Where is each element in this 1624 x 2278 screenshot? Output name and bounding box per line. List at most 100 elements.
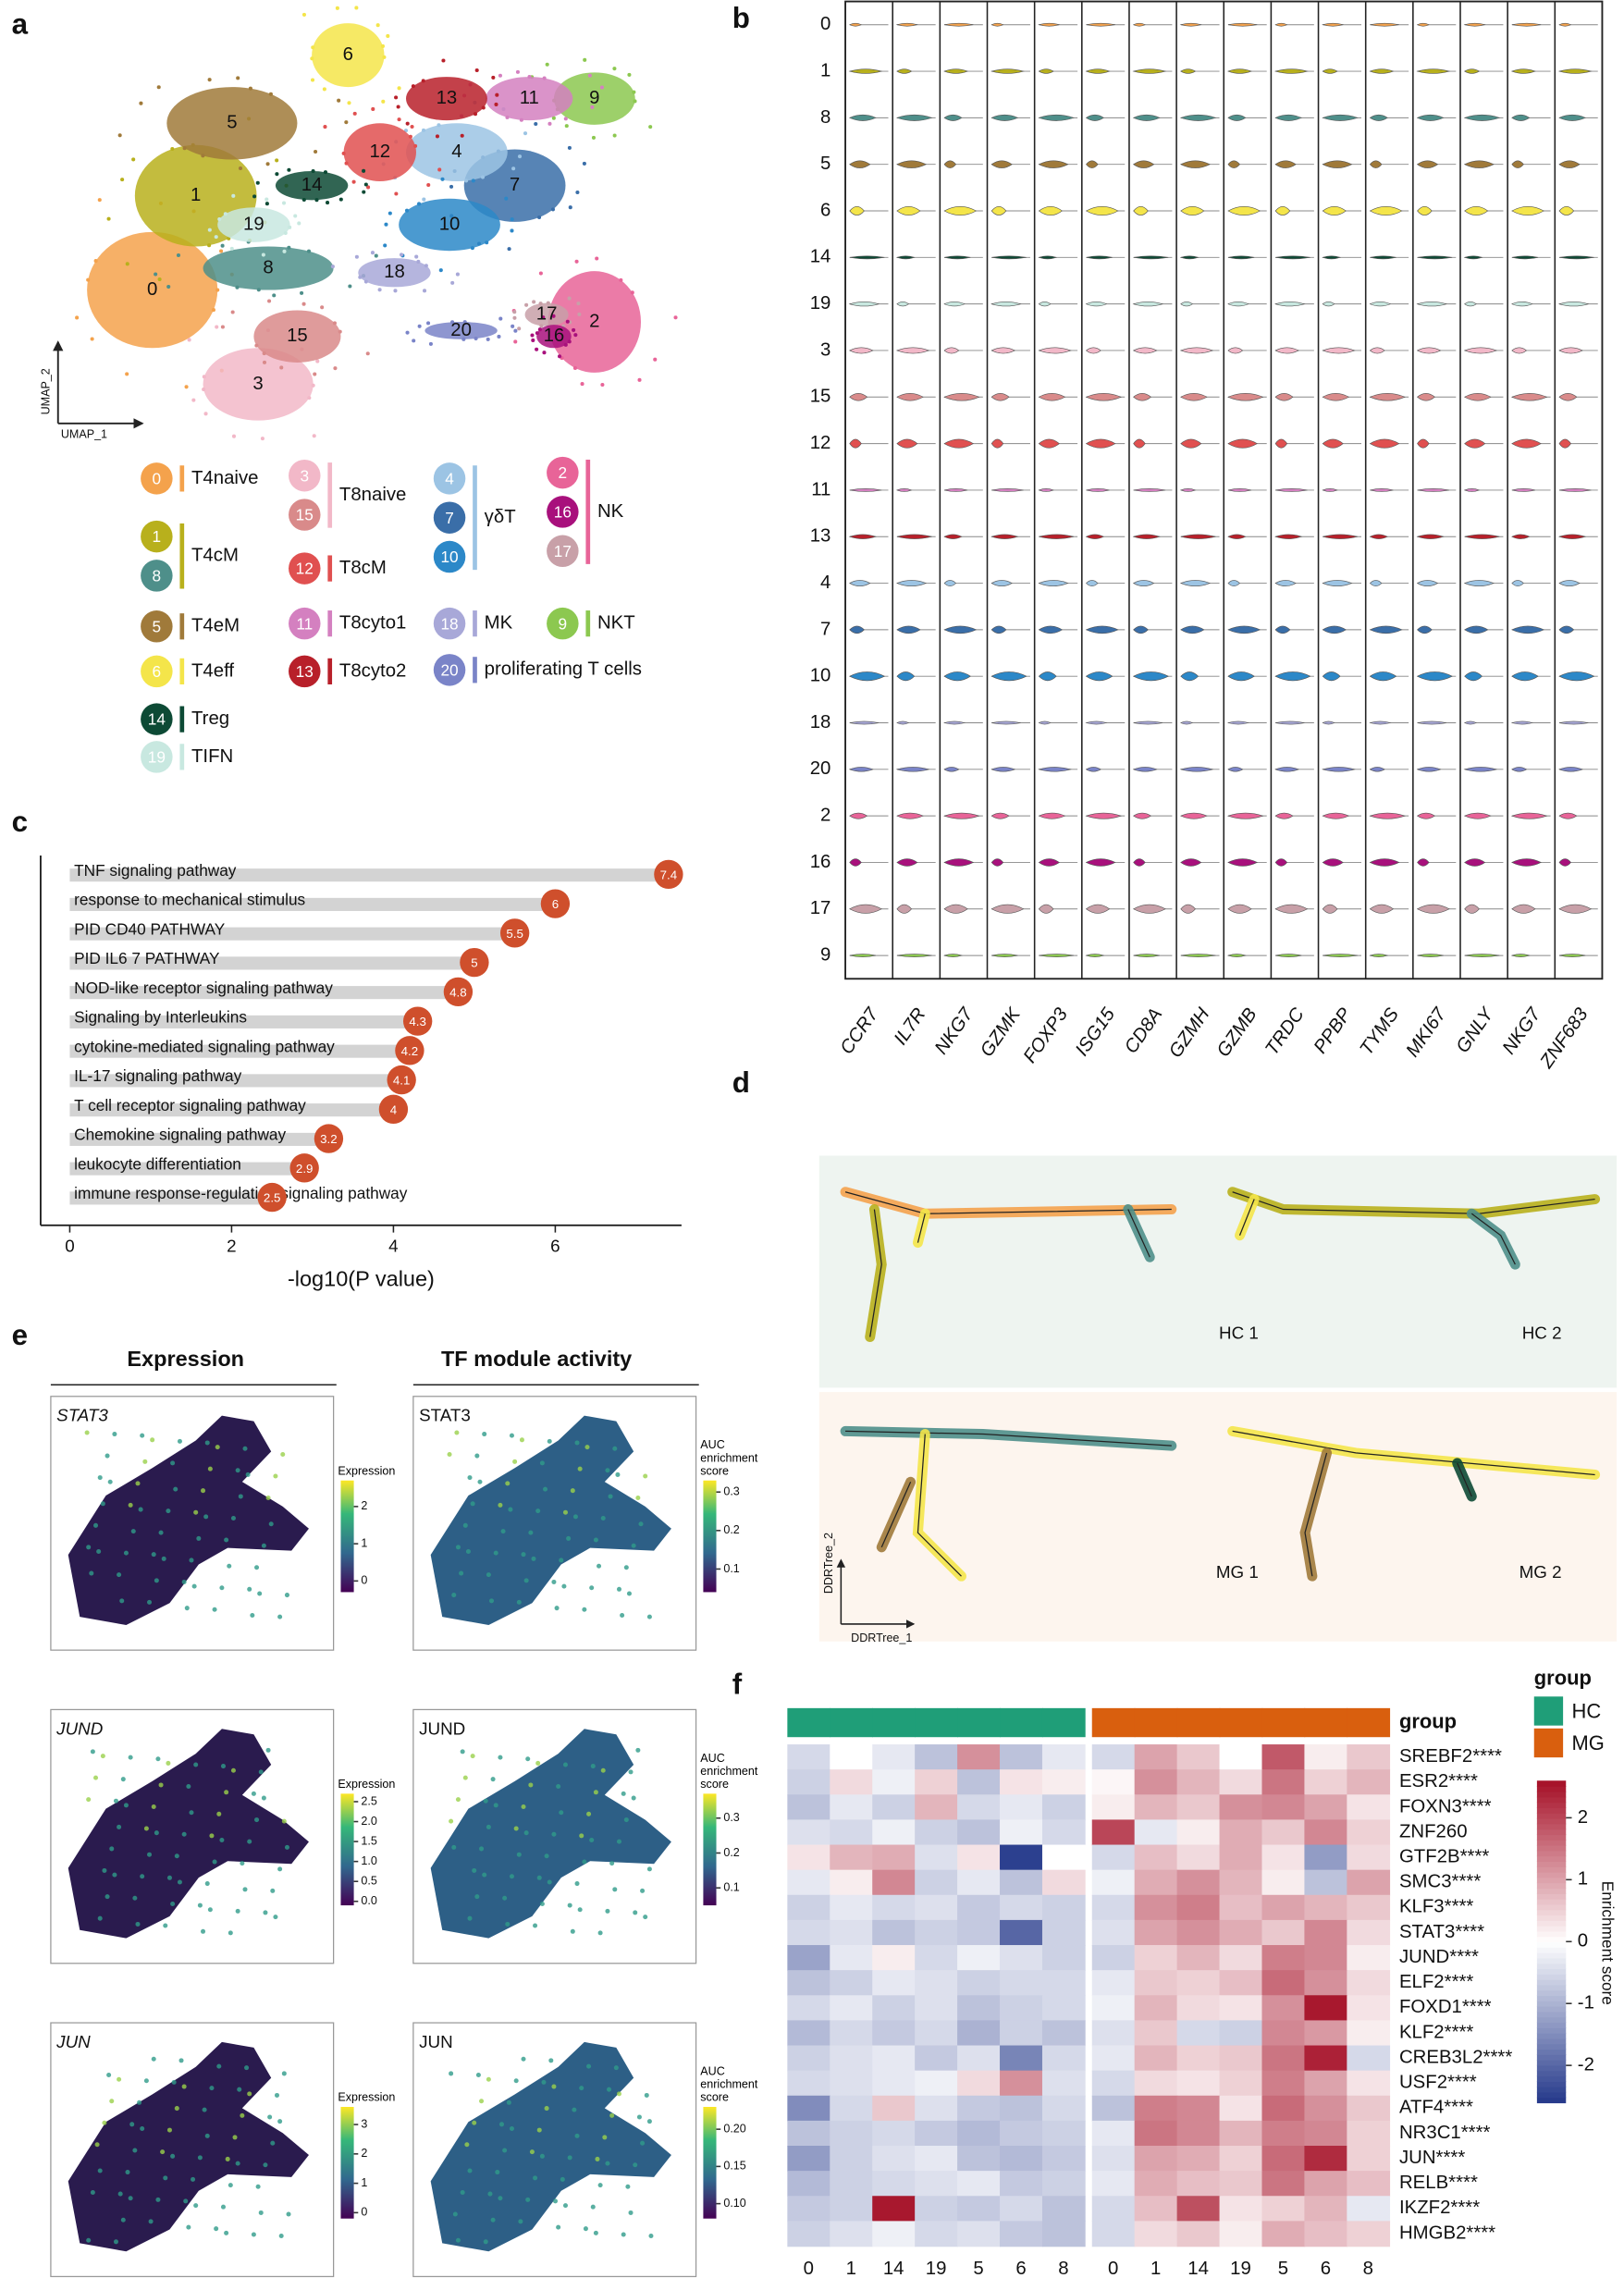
cell-dot bbox=[413, 143, 418, 148]
violin bbox=[896, 393, 924, 401]
heat-cell bbox=[1091, 1995, 1136, 2022]
violin bbox=[848, 114, 877, 121]
violin bbox=[1369, 580, 1383, 586]
heat-cell bbox=[1091, 2221, 1136, 2247]
violin bbox=[1133, 205, 1149, 216]
violin bbox=[849, 625, 865, 634]
violin bbox=[1227, 580, 1240, 586]
cell-dot bbox=[612, 133, 617, 138]
bar bbox=[69, 868, 669, 882]
violin bbox=[1369, 954, 1389, 957]
legend-cluster-id: 7 bbox=[445, 509, 454, 527]
violin bbox=[1416, 22, 1430, 27]
colorbar-title-box: Expression bbox=[338, 2091, 395, 2104]
cell-dot bbox=[546, 301, 550, 305]
violin bbox=[990, 767, 1016, 772]
colorbar-segment bbox=[1536, 1813, 1567, 1819]
cell-dot bbox=[574, 259, 579, 264]
violin bbox=[990, 904, 1025, 914]
violin bbox=[991, 488, 1024, 492]
heat-cell bbox=[1134, 1945, 1178, 1971]
cell-dot bbox=[461, 337, 466, 341]
colorbar-segment bbox=[1536, 1888, 1567, 1894]
heat-cell bbox=[787, 2221, 831, 2247]
violin bbox=[1510, 954, 1531, 957]
cell-dot bbox=[338, 197, 343, 202]
heat-cell bbox=[957, 1869, 1001, 1896]
cell-dot bbox=[220, 1764, 226, 1769]
cell-dot bbox=[94, 2142, 100, 2148]
heat-cell bbox=[1261, 1945, 1306, 1971]
violin bbox=[1227, 22, 1258, 27]
cell-dot bbox=[597, 1930, 603, 1936]
group-annotation bbox=[1347, 1707, 1391, 1738]
cluster-cloud bbox=[399, 198, 500, 252]
cell-dot bbox=[107, 1479, 113, 1484]
cell-dot bbox=[563, 117, 568, 121]
cell-dot bbox=[251, 2232, 256, 2237]
trajectory bbox=[1227, 1425, 1601, 1582]
cell-dot bbox=[494, 102, 498, 106]
heat-cell bbox=[1261, 2070, 1306, 2097]
colorbar-segment bbox=[1536, 1968, 1567, 1975]
colorbar-segment bbox=[1536, 2011, 1567, 2018]
violin bbox=[849, 954, 877, 957]
cell-dot bbox=[112, 1432, 117, 1437]
heat-cell bbox=[830, 1869, 874, 1896]
cell-dot bbox=[240, 2112, 245, 2118]
cell-dot bbox=[281, 1818, 287, 1824]
cell-dot bbox=[462, 1775, 468, 1780]
cell-dot bbox=[462, 1522, 468, 1528]
heat-cell bbox=[915, 2070, 958, 2097]
cell-dot bbox=[268, 92, 273, 96]
heat-cell bbox=[957, 2120, 1001, 2147]
cell-dot bbox=[559, 1810, 564, 1816]
cell-dot bbox=[261, 1543, 266, 1548]
cell-dot bbox=[643, 1473, 648, 1479]
violin bbox=[896, 858, 918, 867]
heat-cell bbox=[872, 2070, 916, 2097]
cell-dot bbox=[609, 1861, 615, 1866]
cell-dot bbox=[487, 2191, 493, 2197]
legend-swatch bbox=[547, 607, 579, 640]
violin bbox=[1323, 954, 1358, 957]
heat-cell bbox=[1134, 1869, 1178, 1896]
violin bbox=[1322, 671, 1341, 682]
cell-dot bbox=[605, 1468, 610, 1473]
colorbar-segment bbox=[1536, 1952, 1567, 1959]
heat-cell bbox=[1041, 1744, 1086, 1770]
cell-dot bbox=[582, 1607, 587, 1612]
colorbar-tick-label: 0 bbox=[361, 1574, 367, 1587]
gene-label: STAT3 bbox=[56, 1406, 108, 1425]
gene-label: TRDC bbox=[1261, 1004, 1309, 1059]
heat-cell bbox=[787, 2146, 831, 2172]
cell-dot bbox=[530, 333, 535, 338]
heat-cell bbox=[1347, 2045, 1391, 2072]
row-label: 11 bbox=[811, 479, 830, 499]
cluster-label: 1 bbox=[191, 185, 201, 205]
row-label: 20 bbox=[810, 758, 831, 779]
cell-dot bbox=[93, 1775, 99, 1780]
colorbar-segment bbox=[1536, 2005, 1567, 2013]
legend-swatch bbox=[289, 607, 321, 640]
cell-dot bbox=[214, 2226, 219, 2232]
cell-dot bbox=[255, 180, 260, 185]
cell-dot bbox=[587, 73, 592, 78]
violin bbox=[849, 22, 863, 27]
cell-dot bbox=[516, 1599, 522, 1605]
axis-label: UMAP_1 bbox=[61, 428, 107, 441]
violin bbox=[1369, 205, 1403, 216]
violin bbox=[1322, 625, 1347, 634]
cell-dot bbox=[513, 328, 518, 333]
cell-dot bbox=[170, 2153, 176, 2159]
violin bbox=[1133, 393, 1151, 401]
cluster-cloud bbox=[547, 271, 642, 373]
colorbar-segment bbox=[1536, 1978, 1567, 1986]
cell-dot bbox=[113, 2239, 118, 2245]
violin bbox=[943, 580, 957, 586]
category-label: IL-17 signaling pathway bbox=[74, 1066, 241, 1085]
cell-dot bbox=[580, 382, 584, 387]
cell-dot bbox=[86, 2237, 92, 2243]
violin bbox=[1463, 114, 1501, 121]
violin bbox=[1416, 812, 1435, 819]
